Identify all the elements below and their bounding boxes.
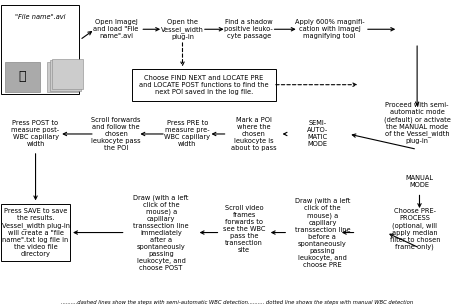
Text: Draw (with a left
click of the
mouse) a
capillary
transsection line
immediately
: Draw (with a left click of the mouse) a …	[133, 194, 189, 271]
Text: Proceed with semi-
automatic mode
(default) or activate
the MANUAL mode
of the V: Proceed with semi- automatic mode (defau…	[383, 102, 451, 144]
Text: Scroll video
frames
forwards to
see the WBC
pass the
transection
site: Scroll video frames forwards to see the …	[223, 205, 265, 253]
FancyBboxPatch shape	[1, 204, 70, 261]
Text: 🙂: 🙂	[19, 71, 26, 83]
Bar	[5, 62, 40, 92]
FancyBboxPatch shape	[1, 5, 80, 94]
Bar	[47, 62, 78, 92]
Text: Find a shadow
positive leuko-
cyte passage: Find a shadow positive leuko- cyte passa…	[225, 19, 273, 39]
Text: ..........dashed lines show the steps with semi-automatic WBC detection.........: ..........dashed lines show the steps wi…	[61, 300, 413, 305]
Text: Draw (with a left
click of the
mouse) a
capillary
transsection line
before a
spo: Draw (with a left click of the mouse) a …	[294, 197, 350, 268]
Text: Scroll forwards
and follow the
chosen
leukocyte pass
the POI: Scroll forwards and follow the chosen le…	[91, 117, 141, 151]
Text: Press POST to
measure post-
WBC capillary
width: Press POST to measure post- WBC capillar…	[11, 120, 60, 148]
Text: MANUAL
MODE: MANUAL MODE	[405, 175, 434, 188]
Text: Open the
Vessel_width
plug-in: Open the Vessel_width plug-in	[161, 19, 204, 40]
Text: SEMI-
AUTO-
MATIC
MODE: SEMI- AUTO- MATIC MODE	[307, 120, 328, 148]
Text: Choose FIND NEXT and LOCATE PRE
and LOCATE POST functions to find the
next POI s: Choose FIND NEXT and LOCATE PRE and LOCA…	[139, 75, 269, 95]
Text: Apply 600% magnifi-
cation with ImageJ
magnifying tool: Apply 600% magnifi- cation with ImageJ m…	[295, 19, 364, 39]
Text: "File name".avi: "File name".avi	[15, 14, 65, 20]
FancyBboxPatch shape	[131, 68, 276, 101]
Text: Choose PRE-
PROCESS
(optional, will
apply median
filter to chosen
frame only): Choose PRE- PROCESS (optional, will appl…	[390, 209, 440, 250]
Text: Mark a POI
where the
chosen
leukocyte is
about to pass: Mark a POI where the chosen leukocyte is…	[231, 117, 276, 151]
Bar	[50, 60, 81, 91]
Text: Press PRE to
measure pre-
WBC capillary
width: Press PRE to measure pre- WBC capillary …	[164, 120, 210, 148]
Text: Press SAVE to save
the results.
Vessel_width plug-in
will create a "file
name".t: Press SAVE to save the results. Vessel_w…	[1, 208, 70, 257]
Text: Open ImageJ
and load "File
name".avi: Open ImageJ and load "File name".avi	[93, 19, 139, 39]
Bar	[52, 59, 83, 89]
